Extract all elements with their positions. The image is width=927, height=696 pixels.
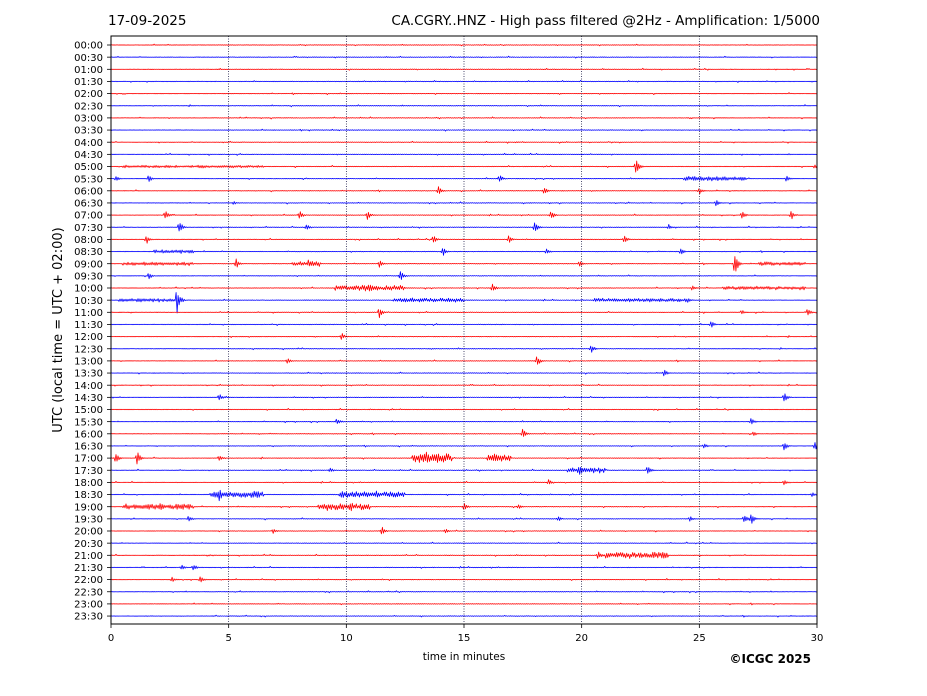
- y-tick-label: 09:30: [74, 271, 103, 282]
- x-axis-ticks: 0 5 10 15 20 25 30: [108, 624, 824, 644]
- y-tick-label: 15:00: [74, 405, 103, 416]
- y-tick-label: 23:00: [74, 600, 103, 611]
- trace-1030: [110, 292, 818, 314]
- trace-0300: [110, 116, 818, 120]
- copyright-label: ©ICGC 2025: [729, 652, 811, 666]
- y-tick-label: 02:00: [74, 89, 103, 100]
- x-tick-label: 30: [811, 633, 824, 644]
- x-axis-label: time in minutes: [423, 651, 505, 663]
- trace-0330: [110, 128, 818, 132]
- x-tick-label: 10: [340, 633, 353, 644]
- y-tick-label: 13:30: [74, 369, 103, 380]
- x-tick-label: 15: [458, 633, 471, 644]
- y-tick-label: 14:00: [74, 381, 103, 392]
- y-tick-label: 13:00: [74, 357, 103, 368]
- trace-0630: [110, 200, 818, 207]
- y-tick-label: 17:00: [74, 454, 103, 465]
- vertical-grid: [228, 36, 700, 624]
- trace-2100: [110, 551, 818, 559]
- x-tick-label: 0: [108, 633, 114, 644]
- y-tick-label: 01:30: [74, 77, 103, 88]
- x-tick-label: 20: [575, 633, 588, 644]
- trace-2000: [110, 526, 818, 535]
- trace-1630: [110, 442, 818, 451]
- y-tick-label: 18:00: [74, 478, 103, 489]
- plot-frame: [110, 35, 818, 625]
- trace-0000: [110, 43, 818, 47]
- trace-0230: [110, 104, 818, 108]
- trace-1800: [110, 479, 818, 486]
- trace-0700: [110, 211, 818, 220]
- trace-2030: [110, 541, 818, 545]
- y-tick-label: 07:30: [74, 223, 103, 234]
- x-tick-label: 25: [693, 633, 706, 644]
- trace-1000: [110, 283, 818, 292]
- y-tick-label: 22:00: [74, 575, 103, 586]
- y-tick-label: 19:30: [74, 514, 103, 525]
- trace-0600: [110, 186, 818, 195]
- y-tick-label: 00:00: [74, 41, 103, 52]
- y-tick-label: 22:30: [74, 587, 103, 598]
- trace-1300: [110, 356, 818, 365]
- y-tick-label: 23:30: [74, 612, 103, 623]
- trace-1830: [110, 489, 818, 502]
- y-tick-label: 03:30: [74, 126, 103, 137]
- trace-0030: [110, 55, 818, 59]
- trace-2130: [110, 564, 818, 571]
- y-tick-label: 10:30: [74, 296, 103, 307]
- y-tick-label: 21:00: [74, 551, 103, 562]
- y-tick-label: 20:30: [74, 539, 103, 550]
- y-tick-label: 21:30: [74, 563, 103, 574]
- x-tick-label: 5: [225, 633, 231, 644]
- trace-1400: [110, 383, 818, 387]
- y-tick-label: 08:30: [74, 247, 103, 258]
- y-tick-label: 14:30: [74, 393, 103, 404]
- y-tick-label: 10:00: [74, 284, 103, 295]
- trace-1330: [110, 369, 818, 377]
- chart-title: CA.CGRY..HNZ - High pass filtered @2Hz -…: [391, 13, 820, 29]
- y-tick-label: 16:30: [74, 442, 103, 453]
- y-tick-label: 19:00: [74, 502, 103, 513]
- trace-1600: [110, 428, 818, 437]
- y-tick-label: 04:00: [74, 138, 103, 149]
- y-tick-label: 02:30: [74, 101, 103, 112]
- trace-1730: [110, 466, 818, 475]
- y-tick-label: 00:30: [74, 53, 103, 64]
- trace-1430: [110, 393, 818, 402]
- trace-1700: [110, 451, 818, 465]
- y-axis-label: UTC (local time = UTC + 02:00): [51, 227, 66, 432]
- y-tick-label: 12:00: [74, 332, 103, 343]
- y-tick-label: 09:00: [74, 259, 103, 270]
- y-tick-label: 16:00: [74, 429, 103, 440]
- y-tick-label: 12:30: [74, 344, 103, 355]
- y-tick-label: 01:00: [74, 65, 103, 76]
- y-tick-label: 07:00: [74, 211, 103, 222]
- y-tick-label: 11:00: [74, 308, 103, 319]
- y-tick-label: 18:30: [74, 490, 103, 501]
- y-tick-label: 17:30: [74, 466, 103, 477]
- y-tick-label: 08:00: [74, 235, 103, 246]
- y-tick-label: 11:30: [74, 320, 103, 331]
- trace-0730: [110, 222, 818, 232]
- trace-1100: [110, 309, 818, 319]
- y-tick-label: 03:00: [74, 114, 103, 125]
- date-label: 17-09-2025: [108, 13, 186, 29]
- trace-0400: [110, 140, 818, 144]
- y-tick-label: 05:00: [74, 162, 103, 173]
- y-tick-label: 06:00: [74, 186, 103, 197]
- y-tick-label: 20:00: [74, 527, 103, 538]
- y-tick-label: 06:30: [74, 199, 103, 210]
- y-tick-label: 15:30: [74, 417, 103, 428]
- y-tick-label: 05:30: [74, 174, 103, 185]
- trace-2200: [110, 576, 818, 583]
- y-tick-label: 04:30: [74, 150, 103, 161]
- trace-0930: [110, 271, 818, 280]
